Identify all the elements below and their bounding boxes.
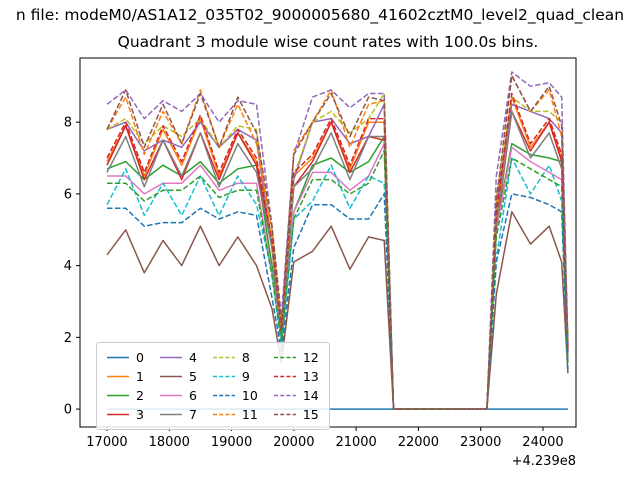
series-line-5 — [106, 211, 569, 410]
legend-label: 3 — [136, 407, 144, 422]
legend-line-sample — [159, 375, 182, 378]
axes-title: Quadrant 3 module wise count rates with … — [117, 33, 539, 51]
legend-label: 9 — [241, 369, 250, 384]
series-line-8 — [106, 92, 569, 410]
legend-entry-9: 9 — [212, 368, 258, 385]
legend-entry-12: 12 — [273, 349, 319, 366]
figure-suptitle: n file: modeM0/AS1A12_035T02_9000005680_… — [15, 6, 625, 24]
legend-label: 8 — [241, 350, 250, 365]
legend: 0 1 2 3 4 5 6 7 8 9 10 11 12 13 14 15 — [96, 342, 330, 430]
legend-label: 1 — [136, 369, 144, 384]
legend-label: 15 — [302, 407, 319, 422]
series-line-10 — [107, 193, 569, 410]
x-axis-offset-label: +4.239e8 — [512, 454, 576, 469]
x-tick-label: 17000 — [86, 435, 127, 450]
legend-label: 7 — [188, 407, 197, 422]
legend-entry-14: 14 — [273, 387, 319, 404]
series-line-6 — [107, 142, 569, 410]
legend-line-sample — [212, 375, 235, 378]
legend-entry-2: 2 — [107, 387, 144, 404]
legend-entry-4: 4 — [159, 349, 197, 366]
legend-line-sample — [273, 375, 296, 378]
legend-entry-7: 7 — [159, 406, 197, 423]
legend-label: 13 — [302, 369, 319, 384]
series-line-12 — [107, 150, 569, 410]
legend-column: 4 5 6 7 — [159, 349, 197, 423]
x-tick-label: 20000 — [273, 435, 314, 450]
legend-entry-0: 0 — [107, 349, 144, 366]
series-line-13 — [106, 92, 569, 410]
legend-entry-3: 3 — [107, 406, 144, 423]
legend-line-sample — [107, 394, 129, 397]
legend-label: 10 — [241, 388, 258, 403]
legend-label: 2 — [136, 388, 144, 403]
legend-line-sample — [107, 375, 129, 378]
y-tick-label: 8 — [64, 116, 72, 131]
legend-entry-5: 5 — [159, 368, 197, 385]
legend-label: 4 — [188, 350, 197, 365]
legend-entry-10: 10 — [212, 387, 258, 404]
legend-line-sample — [212, 394, 235, 397]
legend-column: 8 9 10 11 — [212, 349, 258, 423]
legend-entry-13: 13 — [273, 368, 319, 385]
legend-line-sample — [212, 356, 235, 359]
x-tick-label: 22000 — [398, 435, 439, 450]
legend-line-sample — [273, 413, 296, 416]
y-tick-label: 0 — [64, 403, 72, 418]
legend-entry-1: 1 — [107, 368, 144, 385]
x-tick-label: 21000 — [335, 435, 376, 450]
legend-entry-15: 15 — [273, 406, 319, 423]
x-tick-label: 23000 — [460, 435, 501, 450]
legend-line-sample — [107, 356, 129, 359]
series-line-4 — [106, 103, 569, 410]
y-tick-label: 4 — [64, 259, 72, 274]
legend-label: 0 — [136, 350, 144, 365]
series-line-14 — [106, 71, 569, 410]
x-tick-label: 19000 — [211, 435, 252, 450]
legend-column: 12 13 14 15 — [273, 349, 319, 423]
y-tick-label: 2 — [64, 331, 72, 346]
legend-line-sample — [273, 356, 296, 359]
legend-column: 0 1 2 3 — [107, 349, 144, 423]
y-tick-label: 6 — [64, 187, 72, 202]
legend-entry-8: 8 — [212, 349, 258, 366]
legend-line-sample — [159, 413, 182, 416]
legend-label: 6 — [188, 388, 197, 403]
legend-label: 5 — [188, 369, 197, 384]
series-line-7 — [106, 110, 569, 410]
x-tick-label: 24000 — [522, 435, 563, 450]
legend-line-sample — [159, 356, 182, 359]
legend-label: 11 — [241, 407, 258, 422]
legend-entry-6: 6 — [159, 387, 197, 404]
legend-line-sample — [273, 394, 296, 397]
legend-label: 14 — [302, 388, 319, 403]
legend-line-sample — [212, 413, 235, 416]
legend-line-sample — [107, 413, 129, 416]
legend-entry-11: 11 — [212, 406, 258, 423]
legend-label: 12 — [302, 350, 319, 365]
series-line-15 — [106, 74, 569, 410]
legend-line-sample — [159, 394, 182, 397]
x-tick-label: 18000 — [149, 435, 190, 450]
